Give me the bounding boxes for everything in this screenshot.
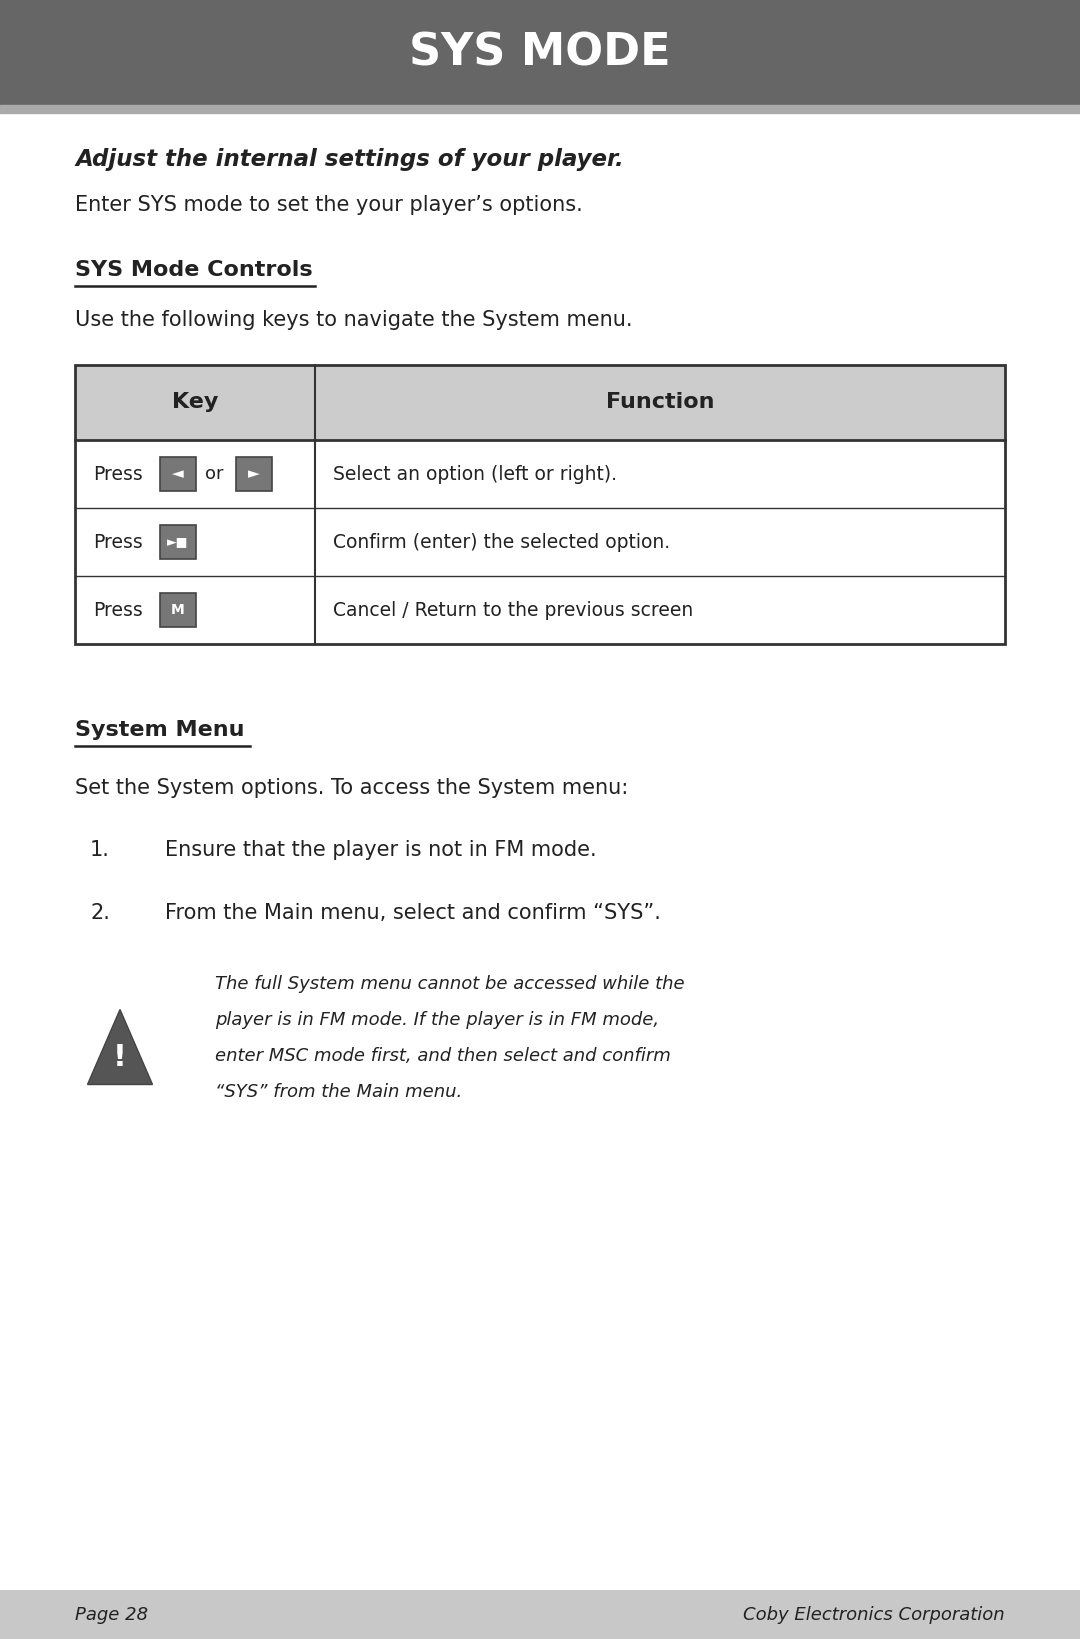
Bar [0, 1590, 1080, 1639]
Polygon shape [87, 1010, 152, 1085]
Text: Key: Key [172, 392, 218, 413]
Text: 2.: 2. [90, 903, 110, 923]
Text: Confirm (enter) the selected option.: Confirm (enter) the selected option. [333, 533, 670, 551]
Text: player is in FM mode. If the player is in FM mode,: player is in FM mode. If the player is i… [215, 1011, 659, 1029]
Text: Press: Press [93, 533, 143, 551]
Text: or: or [205, 465, 224, 484]
Text: Select an option (left or right).: Select an option (left or right). [333, 464, 617, 484]
Text: Cancel / Return to the previous screen: Cancel / Return to the previous screen [333, 600, 693, 620]
Text: SYS Mode Controls: SYS Mode Controls [75, 261, 312, 280]
Text: Press: Press [93, 600, 143, 620]
Text: ►■: ►■ [167, 536, 189, 549]
FancyBboxPatch shape [237, 457, 272, 492]
Text: Set the System options. To access the System menu:: Set the System options. To access the Sy… [75, 779, 629, 798]
Bar [0, 105, 1080, 113]
Text: Coby Electronics Corporation: Coby Electronics Corporation [743, 1606, 1005, 1624]
Text: Use the following keys to navigate the System menu.: Use the following keys to navigate the S… [75, 310, 633, 329]
Text: 1.: 1. [90, 841, 110, 860]
Text: From the Main menu, select and confirm “SYS”.: From the Main menu, select and confirm “… [165, 903, 661, 923]
Text: ►: ► [248, 467, 260, 482]
Text: Page 28: Page 28 [75, 1606, 148, 1624]
FancyBboxPatch shape [160, 457, 195, 492]
Text: Ensure that the player is not in FM mode.: Ensure that the player is not in FM mode… [165, 841, 596, 860]
Text: enter MSC mode first, and then select and confirm: enter MSC mode first, and then select an… [215, 1047, 671, 1065]
Text: “SYS” from the Main menu.: “SYS” from the Main menu. [215, 1083, 462, 1101]
Bar [0, 0, 1080, 105]
Bar [75, 365, 1005, 644]
Text: !: ! [113, 1042, 127, 1072]
Text: Adjust the internal settings of your player.: Adjust the internal settings of your pla… [75, 148, 624, 170]
Text: System Menu: System Menu [75, 720, 244, 739]
FancyBboxPatch shape [160, 593, 195, 628]
Text: M: M [171, 603, 185, 616]
Text: The full System menu cannot be accessed while the: The full System menu cannot be accessed … [215, 975, 685, 993]
Bar [75, 365, 1005, 439]
Text: Press: Press [93, 464, 143, 484]
Text: ◄: ◄ [172, 467, 184, 482]
FancyBboxPatch shape [160, 524, 195, 559]
Text: Function: Function [606, 392, 714, 413]
Text: Enter SYS mode to set the your player’s options.: Enter SYS mode to set the your player’s … [75, 195, 583, 215]
Text: SYS MODE: SYS MODE [409, 31, 671, 74]
